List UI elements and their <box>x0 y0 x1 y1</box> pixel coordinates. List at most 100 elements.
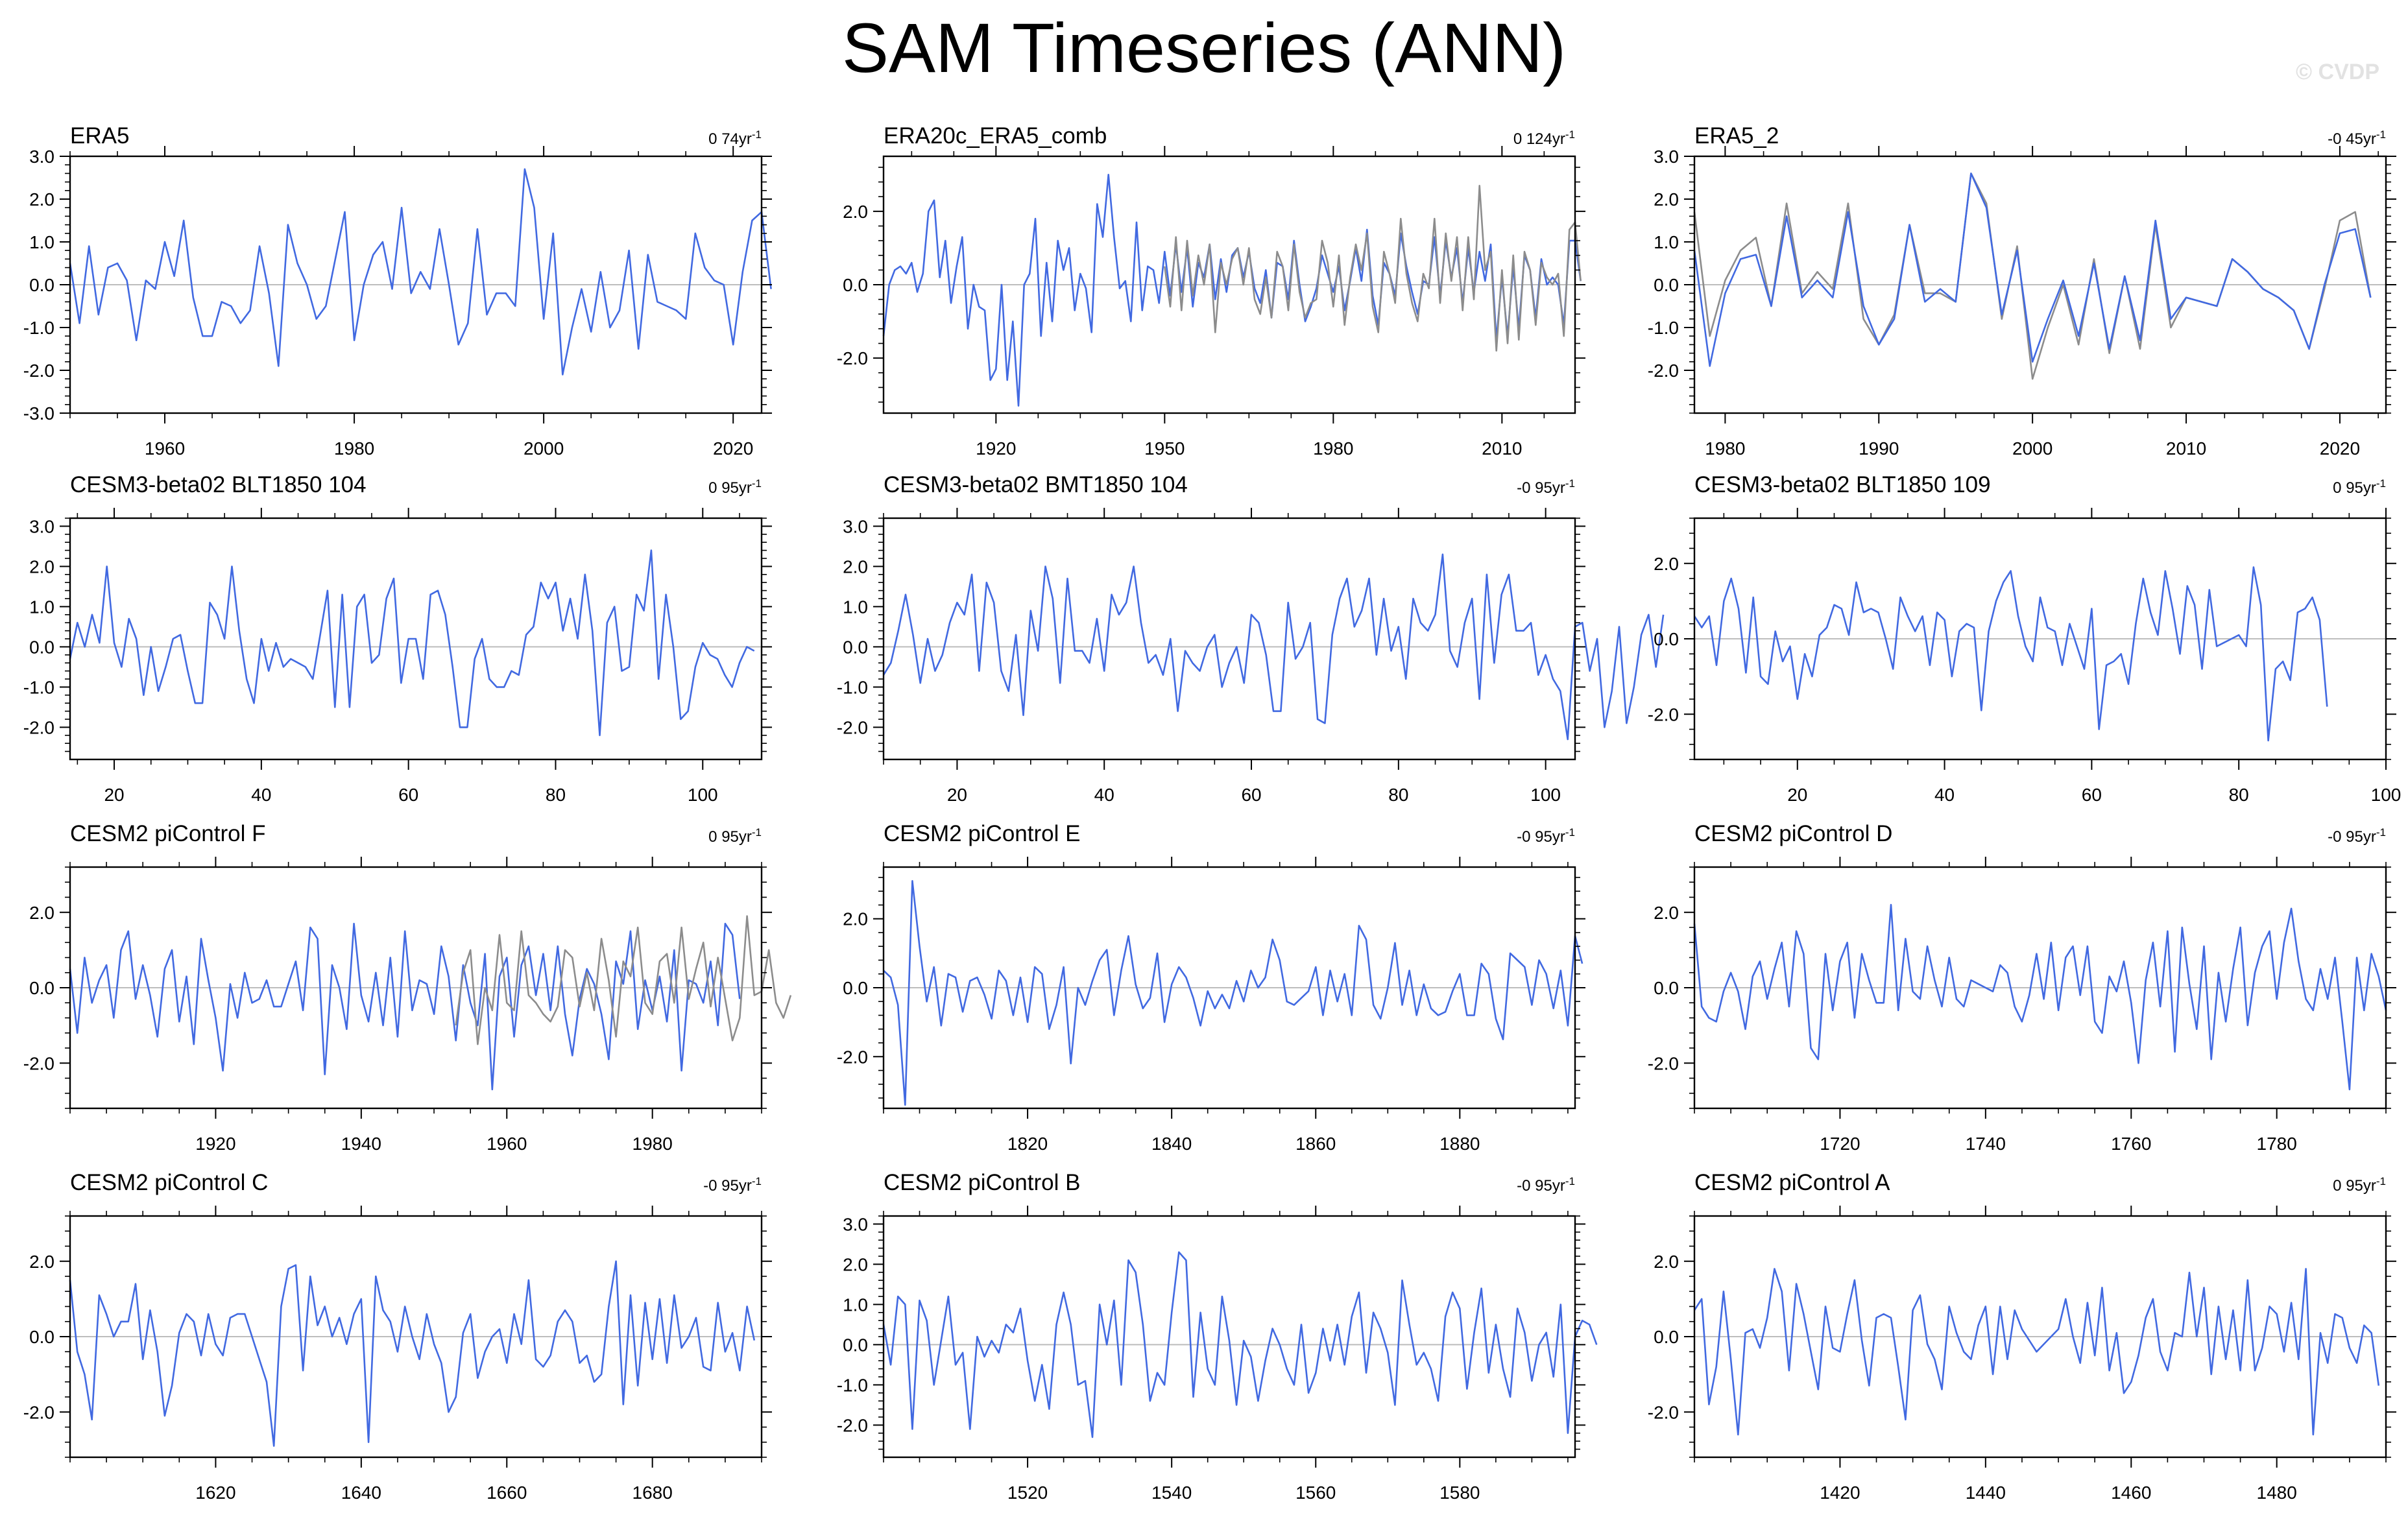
trend-value: 0 124yr <box>1513 130 1565 148</box>
x-tick-label: 20 <box>104 785 124 805</box>
trend-label: -0 95yr-1 <box>1380 475 1575 497</box>
x-tick-label: 1960 <box>145 438 185 459</box>
y-tick-label: 2.0 <box>843 556 868 577</box>
y-tick-label: 1.0 <box>843 1294 868 1315</box>
x-tick-label: 80 <box>546 785 566 805</box>
trend-value: -0 95yr <box>1517 479 1565 497</box>
panel-title: CESM3-beta02 BLT1850 104 <box>70 472 367 497</box>
y-tick-label: 3.0 <box>843 1214 868 1234</box>
y-tick-label: 2.0 <box>29 1252 54 1272</box>
x-tick-label: 40 <box>1094 785 1114 805</box>
y-tick-label: 1.0 <box>843 597 868 617</box>
x-tick-label: 1620 <box>195 1483 235 1503</box>
x-tick-label: 100 <box>688 785 718 805</box>
x-tick-label: 60 <box>2082 785 2102 805</box>
y-tick-label: -3.0 <box>23 403 54 423</box>
x-tick-label: 1990 <box>1859 438 1899 459</box>
trend-exponent: -1 <box>751 128 762 141</box>
trend-label: 0 95yr-1 <box>2191 475 2386 497</box>
x-tick-label: 1580 <box>1439 1483 1480 1503</box>
trend-exponent: -1 <box>751 826 762 839</box>
trend-value: -0 95yr <box>2328 828 2376 846</box>
timeseries-plot: 20 40 60 80 100 -2.0 0.0 2.0 <box>1648 508 2401 805</box>
panel-title: CESM2 piControl A <box>1694 1170 1890 1195</box>
y-tick-label: 0.0 <box>843 978 868 998</box>
trend-label: -0 95yr-1 <box>1380 1173 1575 1195</box>
y-tick-label: -2.0 <box>1648 361 1679 381</box>
x-tick-label: 2020 <box>713 438 753 459</box>
timeseries-plot: 20 40 60 80 100 -2.0 -1.0 0.0 1.0 2.0 3.0 <box>837 508 1665 805</box>
series-line-0 <box>882 553 1665 741</box>
y-tick-label: 2.0 <box>29 189 54 209</box>
timeseries-plot: 1420 1440 1460 1480 -2.0 0.0 2.0 <box>1648 1206 2396 1503</box>
y-tick-label: 2.0 <box>1654 554 1679 574</box>
y-tick-label: -1.0 <box>837 1375 868 1395</box>
panel-title: CESM2 piControl B <box>884 1170 1081 1195</box>
x-tick-label: 1540 <box>1151 1483 1192 1503</box>
series-line-1 <box>455 915 792 1045</box>
x-tick-label: 1740 <box>1966 1134 2006 1154</box>
watermark: © CVDP <box>2296 60 2379 84</box>
y-tick-label: -2.0 <box>837 1047 868 1067</box>
timeseries-plot: 1620 1640 1660 1680 -2.0 0.0 2.0 <box>23 1206 772 1503</box>
panel-title: ERA5_2 <box>1694 123 1779 149</box>
trend-value: 0 74yr <box>708 130 752 148</box>
y-tick-label: -2.0 <box>837 717 868 737</box>
y-tick-label: 2.0 <box>843 909 868 929</box>
x-tick-label: 40 <box>251 785 271 805</box>
series-line-0 <box>69 1260 756 1447</box>
trend-value: 0 95yr <box>2333 1177 2376 1195</box>
page-title: SAM Timeseries (ANN) <box>841 8 1567 87</box>
y-tick-label: 2.0 <box>29 556 54 577</box>
y-tick-label: -2.0 <box>23 1053 54 1073</box>
x-tick-label: 1920 <box>976 438 1016 459</box>
x-tick-label: 80 <box>1388 785 1408 805</box>
series-line-0 <box>1693 173 2372 380</box>
trend-exponent: -1 <box>2376 826 2386 839</box>
x-tick-label: 1820 <box>1007 1134 1048 1154</box>
y-tick-label: 3.0 <box>1654 147 1679 167</box>
panel-title: CESM2 piControl D <box>1694 821 1893 846</box>
trend-value: -0 95yr <box>703 1177 752 1195</box>
timeseries-plot: 1960 1980 2000 2020 -3.0 -2.0 -1.0 0.0 1.0 2.0 3.0 <box>23 146 772 459</box>
y-tick-label: -2.0 <box>837 348 868 368</box>
x-tick-label: 1520 <box>1007 1483 1048 1503</box>
timeseries-plot: 1920 1940 1960 1980 -2.0 0.0 2.0 <box>23 857 792 1154</box>
timeseries-plot: 1720 1740 1760 1780 -2.0 0.0 2.0 <box>1648 857 2396 1154</box>
y-tick-label: -1.0 <box>23 677 54 697</box>
y-tick-label: -2.0 <box>1648 1402 1679 1422</box>
panel-title: CESM3-beta02 BLT1850 109 <box>1694 472 1991 497</box>
x-tick-label: 1760 <box>2111 1134 2151 1154</box>
y-tick-label: 2.0 <box>1654 1252 1679 1272</box>
trend-exponent: -1 <box>1565 826 1575 839</box>
trend-value: 0 95yr <box>2333 479 2376 497</box>
y-tick-label: 2.0 <box>29 903 54 923</box>
trend-exponent: -1 <box>1565 477 1575 490</box>
y-tick-label: 3.0 <box>843 516 868 536</box>
trend-exponent: -1 <box>1565 1175 1575 1187</box>
x-tick-label: 1960 <box>487 1134 527 1154</box>
plot-frame <box>882 517 1576 761</box>
panel-title: CESM2 piControl C <box>70 1170 269 1195</box>
y-tick-label: 0.0 <box>1654 1327 1679 1347</box>
trend-value: 0 95yr <box>708 828 752 846</box>
series-line-0 <box>69 549 755 737</box>
x-tick-label: 1460 <box>2111 1483 2151 1503</box>
timeseries-plot: 1520 1540 1560 1580 -2.0 -1.0 0.0 1.0 2.0 3.0 <box>837 1206 1598 1503</box>
y-tick-label: 1.0 <box>29 597 54 617</box>
x-tick-label: 1920 <box>195 1134 235 1154</box>
trend-value: -0 45yr <box>2328 130 2376 148</box>
series-line-0 <box>883 880 1583 1106</box>
x-tick-label: 2010 <box>1482 438 1522 459</box>
series-line-1 <box>1693 173 2372 367</box>
trend-label: -0 95yr-1 <box>2191 824 2386 846</box>
y-tick-label: 0.0 <box>843 1335 868 1355</box>
y-tick-label: 1.0 <box>29 232 54 252</box>
panel-title: CESM3-beta02 BMT1850 104 <box>884 472 1188 497</box>
x-tick-label: 1720 <box>1820 1134 1860 1154</box>
x-tick-label: 2000 <box>2012 438 2053 459</box>
y-tick-label: 0.0 <box>29 978 54 998</box>
x-tick-label: 1980 <box>334 438 374 459</box>
panel-title: CESM2 piControl E <box>884 821 1081 846</box>
trend-exponent: -1 <box>751 1175 762 1187</box>
